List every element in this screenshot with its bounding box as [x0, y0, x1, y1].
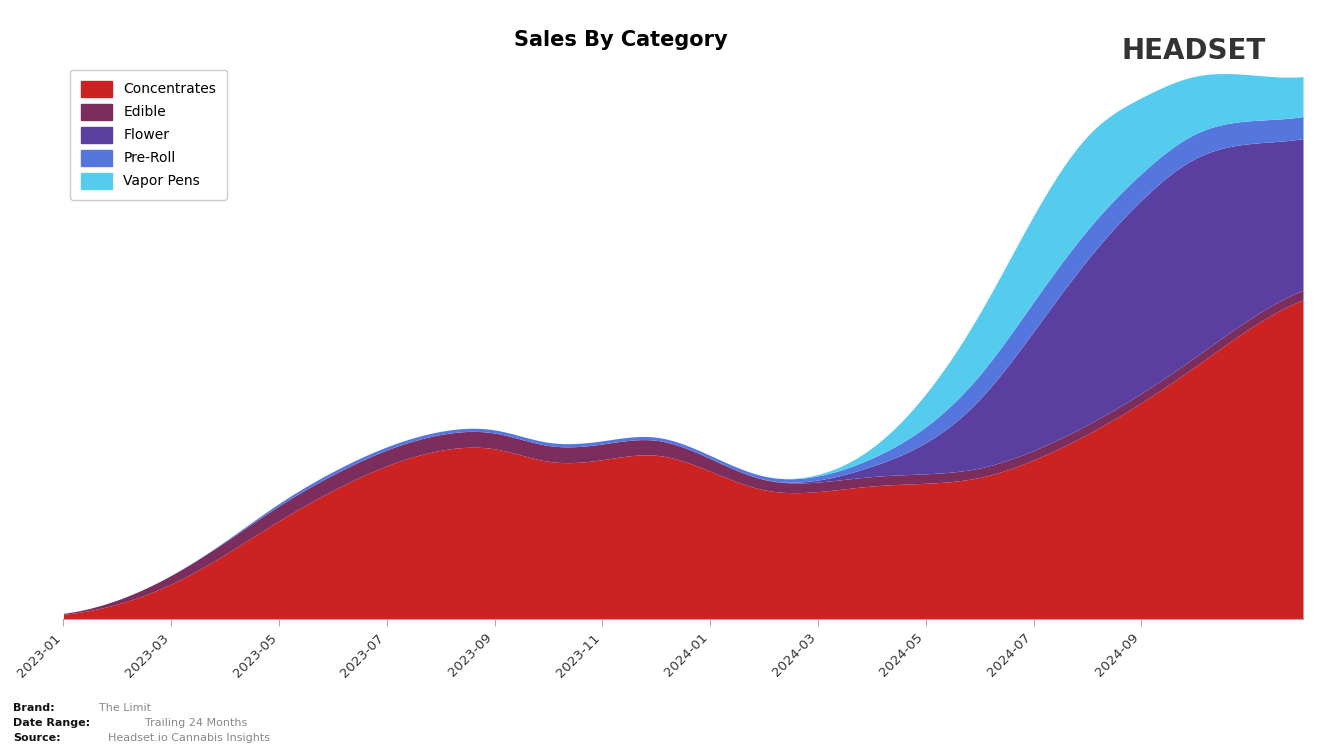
Text: Headset.io Cannabis Insights: Headset.io Cannabis Insights	[108, 733, 270, 743]
Text: Brand:: Brand:	[13, 703, 55, 713]
Text: The Limit: The Limit	[99, 703, 150, 713]
Legend: Concentrates, Edible, Flower, Pre-Roll, Vapor Pens: Concentrates, Edible, Flower, Pre-Roll, …	[70, 69, 227, 199]
Text: Source:: Source:	[13, 733, 61, 743]
Text: Date Range:: Date Range:	[13, 718, 91, 728]
Text: Trailing 24 Months: Trailing 24 Months	[145, 718, 248, 728]
Text: HEADSET: HEADSET	[1122, 37, 1265, 65]
Title: Sales By Category: Sales By Category	[514, 30, 728, 50]
